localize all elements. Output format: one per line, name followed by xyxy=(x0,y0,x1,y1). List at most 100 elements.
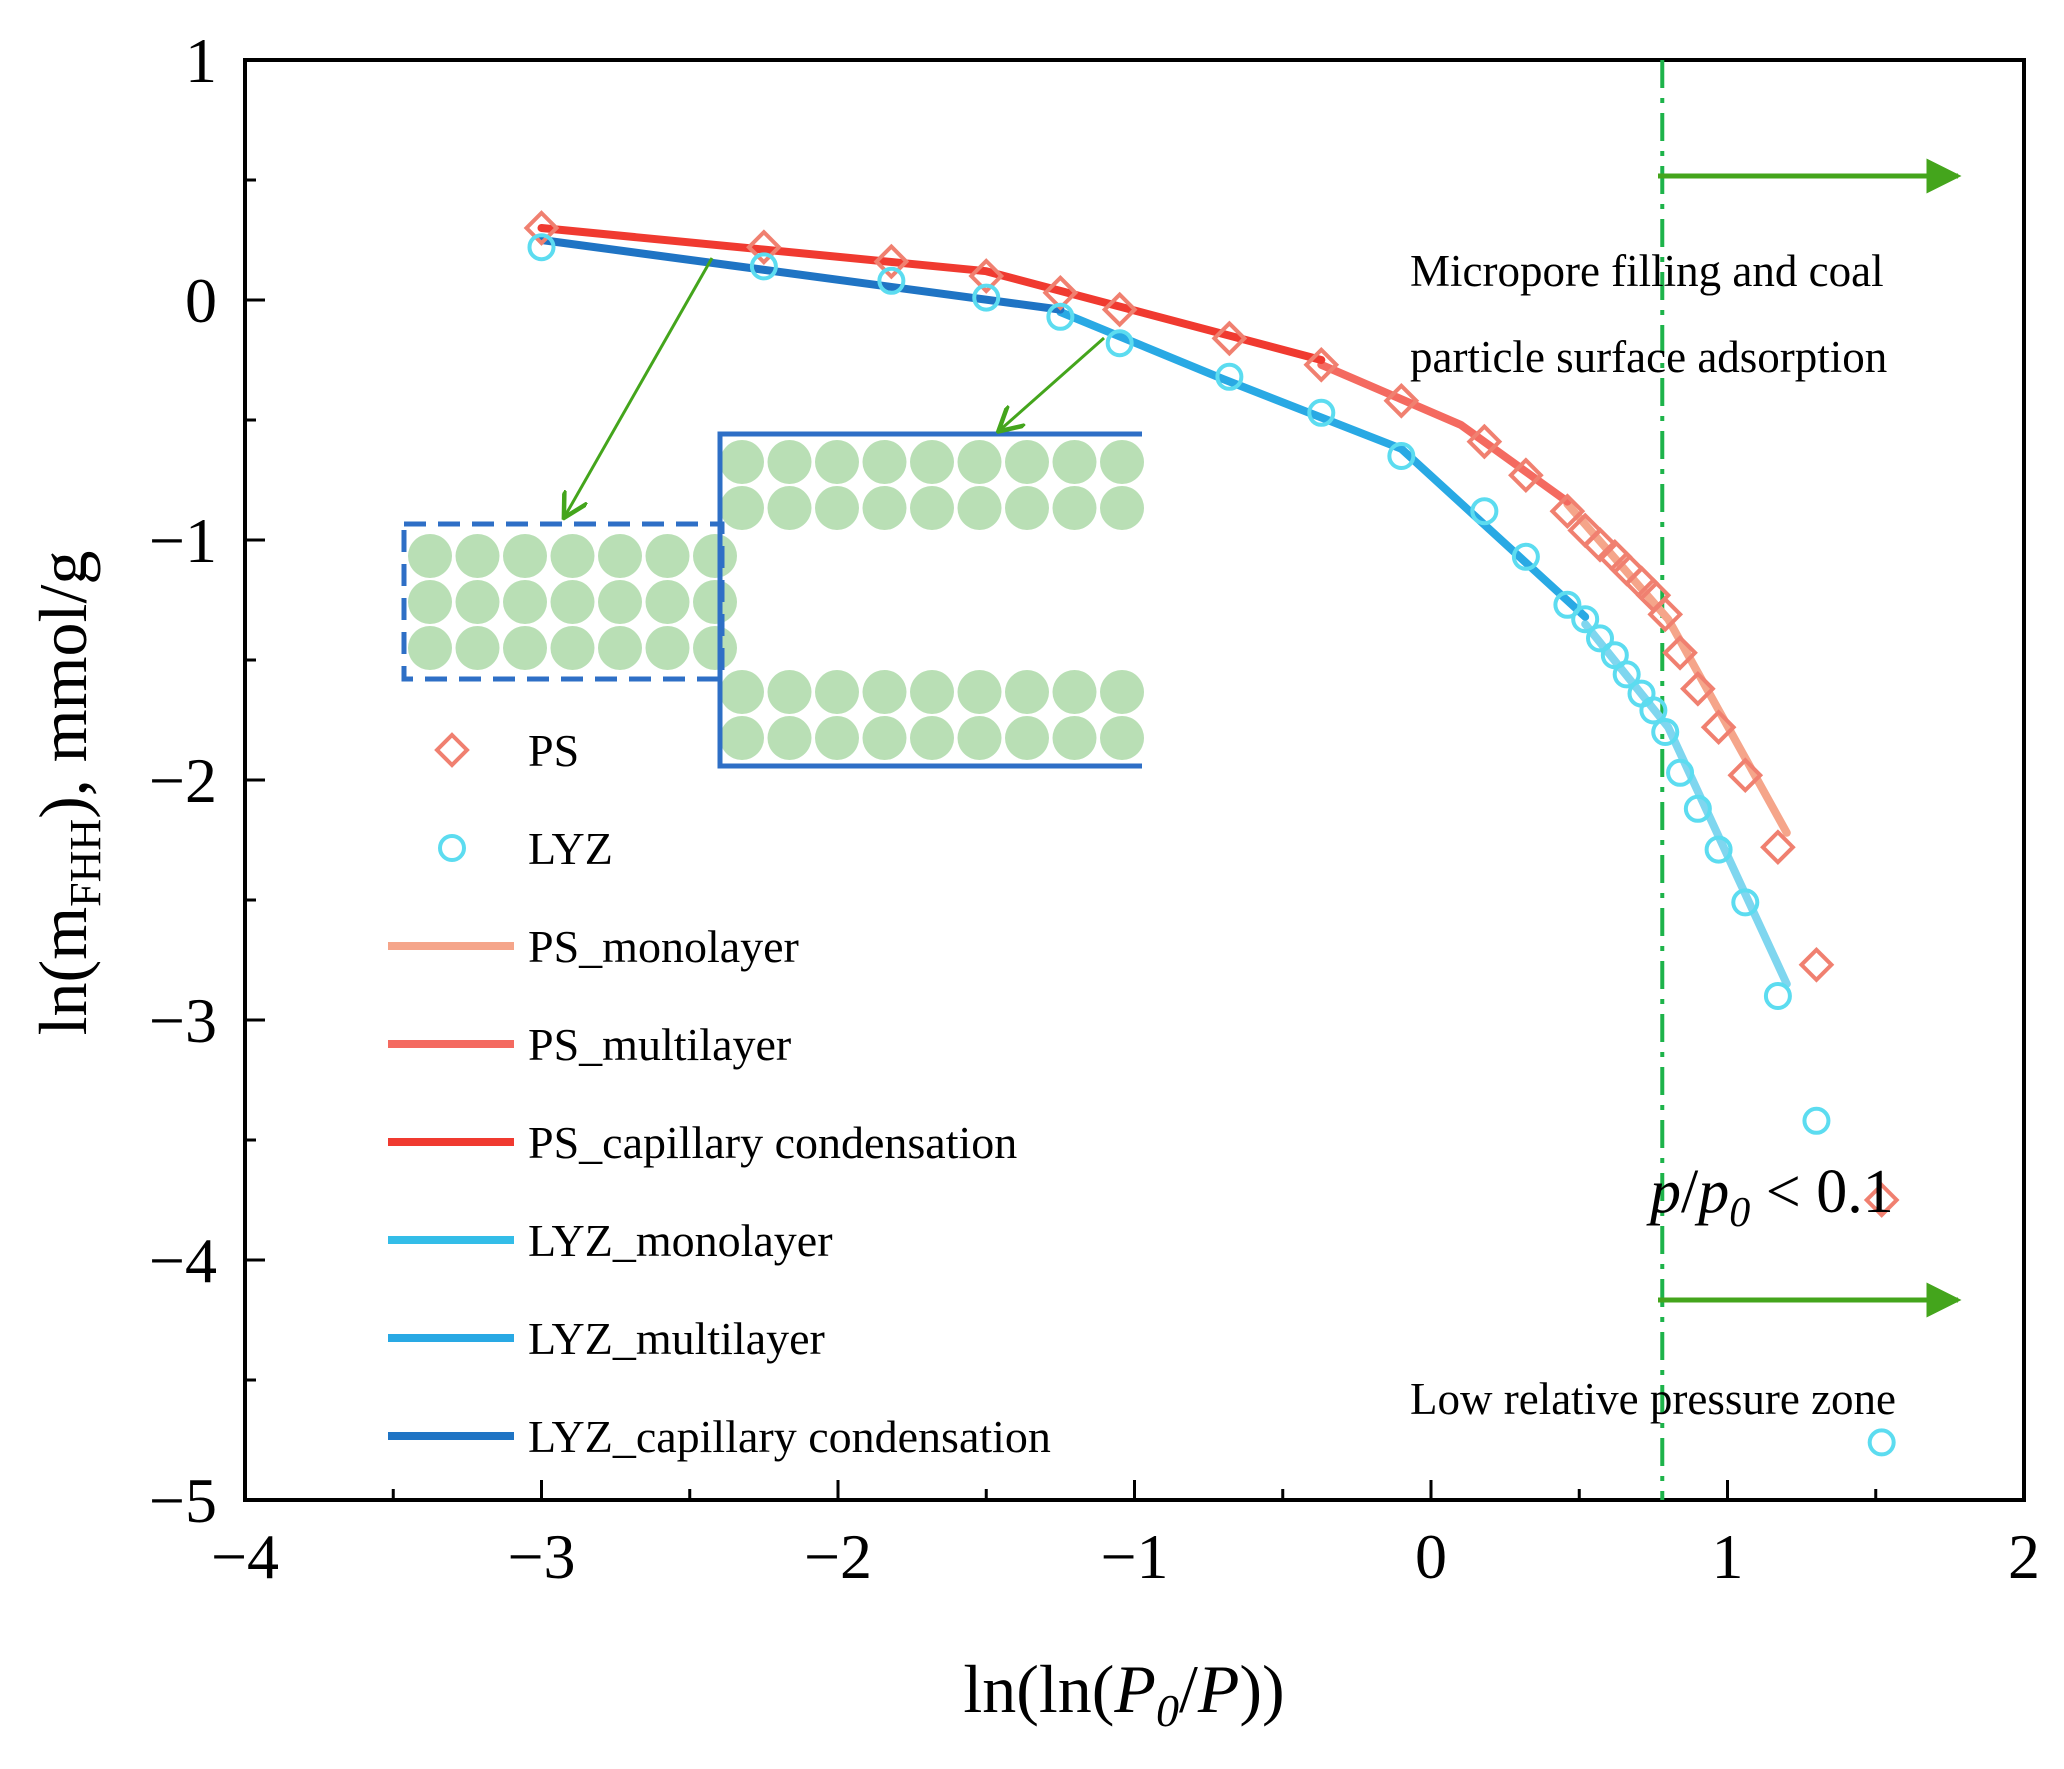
ps-data-point xyxy=(746,229,782,266)
legend-label-lyz-multilayer: LYZ_multilayer xyxy=(528,1313,825,1364)
ps-data-point xyxy=(1798,946,1835,983)
x-tick-label: −2 xyxy=(804,1521,872,1592)
adsorbed-molecule xyxy=(1100,716,1144,760)
adsorbed-molecule xyxy=(1005,670,1049,714)
y-tick-label: −5 xyxy=(149,1465,217,1536)
x-tick-label: 2 xyxy=(2008,1521,2040,1592)
adsorbed-molecule xyxy=(550,626,595,670)
legend-label-lyz: LYZ xyxy=(528,823,613,874)
lyz-data-point xyxy=(1511,542,1540,571)
ps-data-point xyxy=(873,243,910,280)
legend-label-ps-multilayer: PS_multilayer xyxy=(528,1019,791,1070)
legend: PS LYZ PS_monolayer PS_multilayer PS_capilla… xyxy=(388,725,1051,1462)
adsorbed-molecule xyxy=(645,580,690,624)
ps-data-point xyxy=(1303,346,1340,383)
x-tick-label: −4 xyxy=(211,1521,279,1592)
ps-data-point xyxy=(1466,423,1503,460)
x-tick-label: −1 xyxy=(1100,1521,1168,1592)
legend-label-lyz-capillary-condensation: LYZ_capillary condensation xyxy=(528,1411,1051,1462)
adsorbed-molecule xyxy=(767,716,812,760)
lyz-data-point xyxy=(1651,718,1680,746)
legend-label-ps-monolayer: PS_monolayer xyxy=(528,921,799,972)
lyz-data-point xyxy=(1683,794,1712,823)
lyz-monolayer-line xyxy=(1581,620,1791,988)
adsorbed-molecule xyxy=(645,626,690,670)
ps-data-point xyxy=(1760,829,1796,866)
lyz-data-point xyxy=(1553,590,1582,619)
lyz-data-point xyxy=(1763,982,1792,1010)
adsorbed-molecule xyxy=(1005,440,1049,484)
lyz-data-point xyxy=(1867,1428,1896,1457)
adsorbed-molecule xyxy=(1052,486,1097,530)
ps-data-point xyxy=(1863,1182,1900,1218)
ps-data-point xyxy=(1549,493,1586,530)
pore-schematic xyxy=(401,431,1144,769)
lyz-data-point xyxy=(1571,605,1600,634)
lyz-data-point xyxy=(1307,398,1336,427)
adsorbed-molecule xyxy=(862,486,907,530)
lyz-data-point xyxy=(1612,660,1641,689)
lyz-data-point xyxy=(749,252,778,281)
ps-data-point xyxy=(523,210,560,246)
y-tick-label: −2 xyxy=(149,745,217,816)
legend-label-ps: PS xyxy=(528,725,579,776)
adsorbed-molecule xyxy=(815,486,859,530)
lyz-data-point xyxy=(1666,758,1695,787)
micropore-annotation-line2: particle surface adsorption xyxy=(1410,332,1887,382)
adsorbed-molecule xyxy=(598,580,642,624)
ps-data-point xyxy=(1727,757,1764,794)
lyz-data-point xyxy=(972,283,1001,312)
y-axis-title: ln(mFHH), mmol/g xyxy=(25,551,110,1036)
pressure-threshold-annotation: p/p0 < 0.1 xyxy=(1646,1158,1894,1236)
lyz-multilayer-extension-line xyxy=(1397,444,1590,621)
adsorbed-molecule xyxy=(862,716,907,760)
adsorbed-molecule xyxy=(910,670,954,714)
y-tick-label: −4 xyxy=(149,1225,217,1296)
adsorbed-molecule xyxy=(957,440,1002,484)
adsorbed-molecule xyxy=(455,580,500,624)
pointer-arrow xyxy=(565,257,714,516)
adsorbed-molecule xyxy=(815,716,859,760)
adsorbed-molecule xyxy=(957,716,1002,760)
ps-data-point xyxy=(1680,670,1716,707)
adsorbed-molecule xyxy=(720,716,764,760)
adsorbed-molecule xyxy=(408,534,452,578)
adsorbed-molecule xyxy=(503,534,547,578)
adsorbed-molecule xyxy=(767,486,812,530)
ps-data-point xyxy=(1662,634,1698,671)
adsorbed-molecule xyxy=(720,440,764,484)
y-tick-label: 1 xyxy=(185,25,217,96)
adsorbed-molecule xyxy=(767,440,812,484)
y-tick-label: 0 xyxy=(185,265,217,336)
adsorbed-molecule xyxy=(1005,486,1049,530)
ps-data-point xyxy=(1211,320,1248,357)
legend-label-lyz-monolayer: LYZ_monolayer xyxy=(528,1215,833,1266)
adsorbed-molecule xyxy=(910,440,954,484)
adsorbed-molecule xyxy=(408,626,452,670)
ps-data-point xyxy=(1647,596,1684,633)
lyz-data-point xyxy=(1046,302,1075,331)
adsorbed-molecule xyxy=(645,534,690,578)
lyz-data-point xyxy=(1802,1106,1831,1135)
adsorbed-molecule xyxy=(910,716,954,760)
adsorbed-molecule xyxy=(815,440,859,484)
x-axis-title: ln(ln(P0/P)) xyxy=(963,1651,1284,1736)
adsorbed-molecule xyxy=(1052,440,1097,484)
adsorbed-molecule xyxy=(862,670,907,714)
legend-symbol-ps xyxy=(434,732,470,768)
adsorbed-molecule xyxy=(1052,670,1097,714)
lyz-data-point xyxy=(1387,442,1416,470)
x-tick-label: 0 xyxy=(1415,1521,1447,1592)
adsorbed-molecule xyxy=(550,580,595,624)
legend-symbol-lyz xyxy=(438,834,466,862)
ps-data-point xyxy=(1042,274,1079,311)
lyz-data-point xyxy=(1704,835,1733,864)
adsorbed-molecule xyxy=(598,626,642,670)
x-tick-label: 1 xyxy=(1712,1521,1744,1592)
adsorbed-molecule xyxy=(957,670,1002,714)
adsorbed-molecule xyxy=(767,670,812,714)
legend-label-ps-capillary-condensation: PS_capillary condensation xyxy=(528,1117,1017,1168)
ps-data-point xyxy=(1101,291,1138,328)
adsorbed-molecule xyxy=(693,534,737,578)
